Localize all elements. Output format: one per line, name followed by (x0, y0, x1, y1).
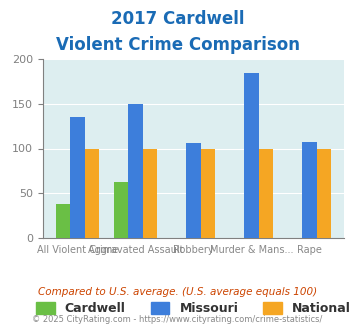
Text: Murder & Mans...: Murder & Mans... (210, 245, 293, 255)
Bar (317, 148, 331, 238)
Text: Robbery: Robbery (173, 245, 214, 255)
Text: Violent Crime Comparison: Violent Crime Comparison (55, 36, 300, 54)
Text: All Violent Crime: All Violent Crime (37, 245, 118, 255)
Bar (70, 117, 85, 238)
Text: Compared to U.S. average. (U.S. average equals 100): Compared to U.S. average. (U.S. average … (38, 287, 317, 297)
Bar (56, 204, 70, 238)
Bar (259, 148, 273, 238)
Bar (186, 143, 201, 238)
Legend: Cardwell, Missouri, National: Cardwell, Missouri, National (31, 297, 355, 320)
Text: Rape: Rape (297, 245, 322, 255)
Bar (143, 148, 157, 238)
Text: © 2025 CityRating.com - https://www.cityrating.com/crime-statistics/: © 2025 CityRating.com - https://www.city… (32, 315, 323, 324)
Bar (201, 148, 215, 238)
Bar (302, 142, 317, 238)
Text: 2017 Cardwell: 2017 Cardwell (111, 10, 244, 28)
Bar (244, 73, 259, 238)
Bar (85, 148, 99, 238)
Bar (114, 182, 128, 238)
Text: Aggravated Assault: Aggravated Assault (88, 245, 183, 255)
Bar (128, 104, 143, 238)
